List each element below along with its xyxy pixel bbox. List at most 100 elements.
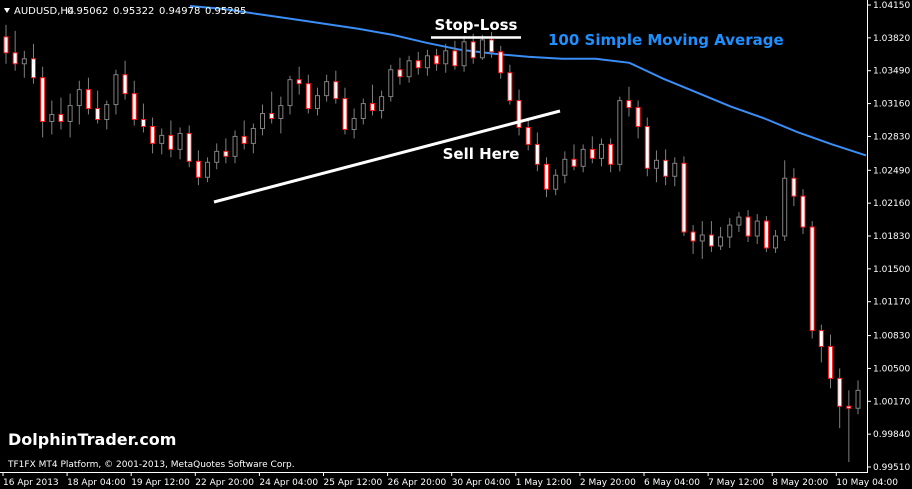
x-tick-label: 19 Apr 12:00	[131, 478, 190, 488]
bull-candle	[159, 134, 165, 144]
candles-layer	[3, 24, 861, 463]
x-tick-label: 6 May 04:00	[644, 478, 700, 488]
ohlc-open: 0.95062	[67, 6, 108, 17]
bear-candle	[589, 148, 595, 159]
y-tick-label: 1.01830	[873, 232, 910, 242]
bear-candle	[131, 93, 137, 121]
bull-candle	[67, 105, 73, 122]
ma-label: 100 Simple Moving Average	[548, 31, 784, 49]
bear-candle	[186, 132, 192, 162]
ohlc-high: 0.95322	[113, 6, 154, 17]
bear-candle	[122, 74, 128, 95]
bull-candle	[773, 235, 779, 249]
bear-candle	[800, 195, 806, 228]
x-tick-label: 7 May 12:00	[708, 478, 764, 488]
y-tick-label: 1.02830	[873, 132, 910, 142]
bear-candle	[305, 83, 311, 110]
bear-candle	[12, 52, 18, 65]
bull-candle	[406, 60, 412, 78]
bear-candle	[333, 81, 339, 100]
bull-candle	[379, 96, 385, 112]
bear-candle	[544, 163, 550, 190]
bull-candle	[278, 105, 284, 120]
ohlc-low: 0.94978	[159, 6, 200, 17]
x-tick-label: 10 May 04:00	[836, 478, 898, 488]
x-tick-label: 24 Apr 04:00	[259, 478, 318, 488]
x-tick-label: 22 Apr 20:00	[195, 478, 254, 488]
bear-candle	[296, 79, 302, 85]
ma-100-line	[189, 5, 867, 157]
bear-candle	[745, 216, 751, 237]
x-tick-label: 1 May 12:00	[516, 478, 572, 488]
bull-candle	[553, 174, 559, 190]
bear-candle	[3, 36, 9, 54]
bear-candle	[626, 100, 632, 109]
y-tick-label: 1.00170	[873, 397, 910, 407]
x-tick-label: 2 May 20:00	[580, 478, 636, 488]
y-tick-label: 1.03490	[873, 67, 910, 77]
y-tick-label: 1.04150	[873, 1, 910, 11]
bull-candle	[113, 74, 119, 106]
bear-candle	[690, 231, 696, 242]
bear-candle	[681, 162, 687, 233]
bear-candle	[30, 58, 36, 79]
bear-candle	[498, 51, 504, 74]
bear-candle	[150, 125, 156, 144]
bull-candle	[360, 103, 366, 120]
bull-candle	[287, 79, 293, 107]
trendline[interactable]	[213, 109, 561, 204]
bull-candle	[461, 41, 467, 67]
bull-candle	[617, 100, 623, 165]
bear-candle	[470, 41, 476, 59]
bear-candle	[516, 100, 522, 128]
bull-candle	[479, 39, 485, 59]
copyright-text: TF1FX MT4 Platform, © 2001-2013, MetaQuo…	[7, 460, 295, 470]
bear-candle	[818, 330, 824, 348]
y-tick-label: 0.99510	[873, 463, 910, 473]
bear-candle	[269, 113, 275, 120]
bull-candle	[727, 224, 733, 238]
bull-candle	[177, 132, 183, 150]
bull-candle	[49, 114, 55, 122]
bear-candle	[635, 107, 641, 127]
bull-candle	[443, 50, 449, 65]
y-axis-ticks: 1.04150 1.03820 1.03490 1.03160 1.02830 1.024…	[867, 1, 910, 473]
sell-here-label: Sell Here	[443, 145, 520, 163]
bear-candle	[40, 77, 46, 122]
bull-candle	[598, 143, 604, 159]
symbol-label: AUDUSD,H4	[14, 6, 74, 17]
bear-candle	[415, 60, 421, 69]
bear-candle	[85, 89, 91, 110]
bull-candle	[250, 127, 256, 144]
y-tick-label: 1.01170	[873, 298, 910, 308]
bear-candle	[195, 160, 201, 178]
y-tick-label: 1.02160	[873, 199, 910, 209]
brand-watermark: DolphinTrader.com	[8, 430, 176, 449]
bull-candle	[754, 220, 760, 237]
x-tick-label: 18 Apr 04:00	[67, 478, 126, 488]
bear-candle	[507, 72, 513, 102]
bear-candle	[837, 377, 843, 407]
bull-candle	[782, 177, 788, 237]
bear-candle	[791, 177, 797, 197]
bull-candle	[76, 89, 82, 107]
bull-candle	[21, 58, 27, 65]
bull-candle	[736, 216, 742, 226]
chevron-down-icon[interactable]	[4, 8, 10, 13]
y-tick-label: 1.01500	[873, 265, 910, 275]
y-tick-label: 1.03820	[873, 34, 910, 44]
x-tick-label: 8 May 20:00	[772, 478, 828, 488]
bear-candle	[397, 69, 403, 78]
y-tick-label: 1.03160	[873, 100, 910, 110]
bear-candle	[489, 39, 495, 53]
bull-candle	[562, 158, 568, 176]
bull-candle	[424, 55, 430, 69]
bull-candle	[653, 159, 659, 169]
x-axis-ticks: 16 Apr 2013 18 Apr 04:00 19 Apr 12:00 22 Ap…	[2, 472, 898, 488]
bear-candle	[342, 98, 348, 130]
bull-candle	[324, 81, 330, 97]
x-tick-label: 30 Apr 04:00	[452, 478, 511, 488]
bull-candle	[388, 69, 394, 98]
